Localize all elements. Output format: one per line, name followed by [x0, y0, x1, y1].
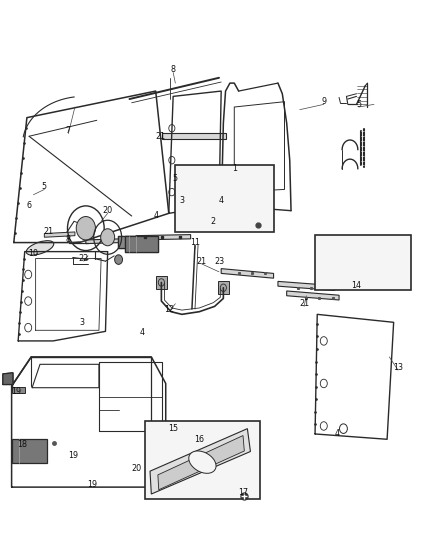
Text: 21: 21 — [155, 132, 165, 141]
Text: 8: 8 — [171, 66, 176, 74]
Polygon shape — [321, 268, 405, 287]
Polygon shape — [278, 281, 335, 290]
Polygon shape — [86, 238, 155, 244]
Polygon shape — [136, 235, 191, 240]
Polygon shape — [44, 232, 75, 237]
Text: 9: 9 — [321, 97, 326, 106]
Text: 13: 13 — [393, 363, 403, 372]
Text: 18: 18 — [18, 440, 28, 449]
Text: 16: 16 — [194, 435, 205, 444]
Text: 5: 5 — [173, 174, 178, 183]
Text: 15: 15 — [168, 424, 178, 433]
Polygon shape — [262, 200, 272, 205]
Circle shape — [115, 255, 123, 264]
Polygon shape — [156, 276, 166, 289]
Polygon shape — [158, 435, 244, 490]
Polygon shape — [186, 175, 261, 197]
Text: 23: 23 — [214, 257, 224, 265]
Text: 1: 1 — [232, 164, 237, 173]
Text: 19: 19 — [68, 451, 78, 460]
Polygon shape — [12, 386, 25, 393]
Polygon shape — [227, 200, 237, 205]
Polygon shape — [186, 168, 269, 175]
FancyBboxPatch shape — [315, 235, 411, 290]
Text: 20: 20 — [131, 464, 141, 473]
Polygon shape — [221, 269, 274, 278]
Polygon shape — [3, 373, 13, 384]
Polygon shape — [321, 261, 410, 272]
Text: 7: 7 — [66, 126, 71, 135]
Polygon shape — [118, 236, 149, 248]
Text: 21: 21 — [197, 257, 207, 265]
Polygon shape — [162, 133, 226, 139]
Polygon shape — [12, 439, 46, 463]
Polygon shape — [244, 200, 255, 205]
Text: 20: 20 — [102, 206, 113, 215]
Ellipse shape — [189, 451, 216, 473]
Polygon shape — [287, 291, 339, 300]
Text: 22: 22 — [78, 254, 89, 263]
Text: 14: 14 — [352, 280, 361, 289]
Text: 2: 2 — [210, 217, 215, 226]
Text: 5: 5 — [42, 182, 47, 191]
Text: 8: 8 — [66, 236, 71, 245]
FancyBboxPatch shape — [175, 165, 274, 232]
Text: 19: 19 — [11, 387, 21, 396]
Text: 11: 11 — [190, 238, 200, 247]
Text: 4: 4 — [334, 430, 339, 439]
Polygon shape — [261, 168, 269, 197]
Text: 4: 4 — [140, 328, 145, 337]
Ellipse shape — [26, 241, 54, 255]
Polygon shape — [125, 236, 158, 252]
Text: 5: 5 — [356, 100, 361, 109]
Text: 3: 3 — [79, 318, 84, 327]
Polygon shape — [218, 281, 229, 294]
Circle shape — [101, 229, 115, 246]
Text: 6: 6 — [27, 201, 32, 210]
Polygon shape — [150, 429, 251, 494]
Text: 21: 21 — [299, 299, 309, 308]
Text: 4: 4 — [153, 212, 158, 221]
Text: 12: 12 — [164, 304, 174, 313]
Text: 17: 17 — [238, 488, 248, 497]
Text: 10: 10 — [28, 249, 39, 258]
FancyBboxPatch shape — [145, 421, 261, 499]
Text: 4: 4 — [219, 196, 224, 205]
Text: 3: 3 — [180, 196, 184, 205]
Circle shape — [76, 216, 95, 240]
Text: 19: 19 — [87, 480, 97, 489]
Text: 21: 21 — [44, 228, 54, 237]
